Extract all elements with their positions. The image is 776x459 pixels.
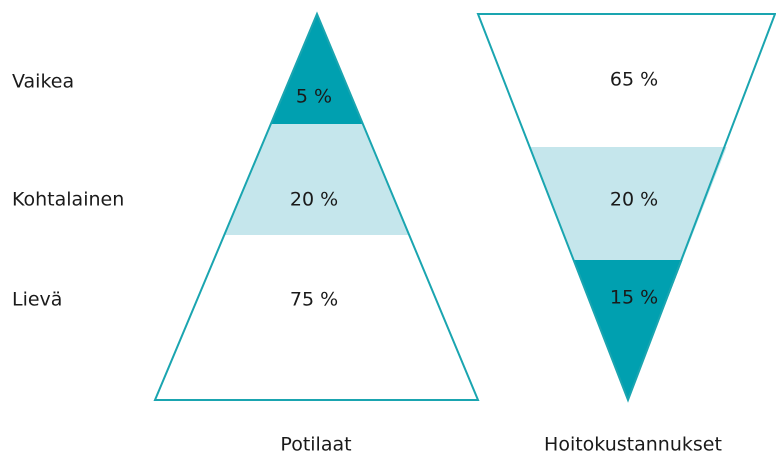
pyramid-label: Hoitokustannukset: [544, 434, 722, 456]
segment-label: 20 %: [610, 189, 658, 211]
costs-pyramid: [476, 13, 776, 403]
level-label: Lievä: [12, 289, 62, 311]
moderate-band: [529, 147, 727, 260]
severe-band: [573, 260, 683, 400]
segment-label: 75 %: [290, 289, 338, 311]
segment-label: 15 %: [610, 287, 658, 309]
level-label: Kohtalainen: [12, 189, 124, 211]
level-label: Vaikea: [12, 71, 74, 93]
severe-band: [271, 14, 363, 124]
patients-pyramid: [153, 11, 480, 401]
pyramid-outline: [153, 11, 480, 401]
pyramid-outline: [476, 13, 776, 403]
segment-label: 65 %: [610, 69, 658, 91]
segment-label: 20 %: [290, 189, 338, 211]
segment-label: 5 %: [296, 86, 332, 108]
moderate-band: [224, 124, 410, 235]
pyramid-label: Potilaat: [280, 434, 351, 456]
